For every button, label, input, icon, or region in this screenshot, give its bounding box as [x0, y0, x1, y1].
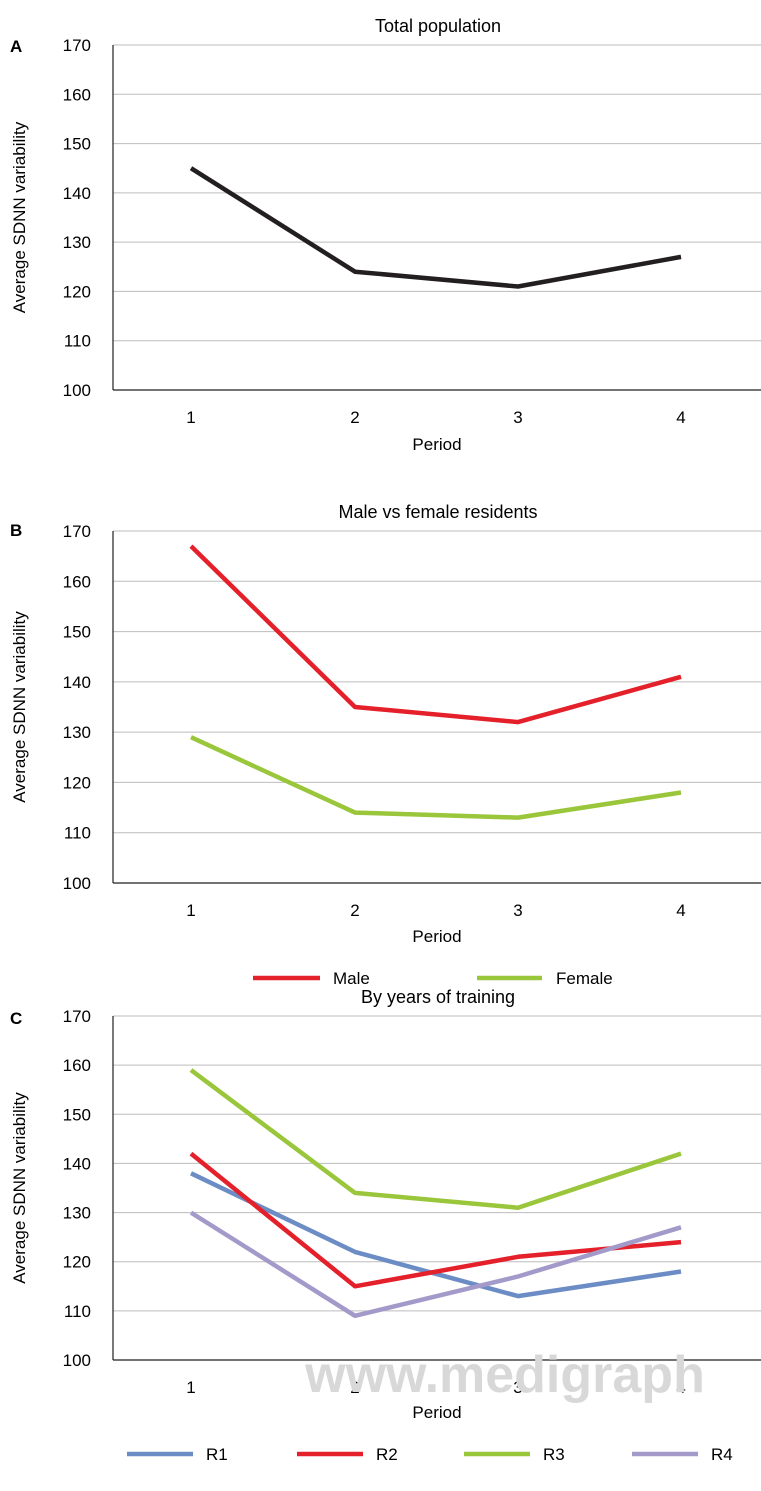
y-tick-label: 170: [63, 522, 91, 541]
y-tick-label: 140: [63, 1154, 91, 1173]
chart-title: Male vs female residents: [338, 502, 537, 522]
y-tick-label: 150: [63, 135, 91, 154]
x-tick-label: 1: [186, 408, 195, 427]
x-tick-label: 4: [676, 408, 685, 427]
x-tick-label: 1: [186, 1378, 195, 1397]
y-tick-label: 140: [63, 673, 91, 692]
legend-label: Male: [333, 969, 370, 988]
panel-letter: C: [10, 1009, 22, 1028]
x-tick-label: 3: [513, 901, 522, 920]
watermark-text: www.medigraph: [304, 1346, 705, 1404]
series-line-male: [189, 544, 682, 725]
y-tick-label: 120: [63, 282, 91, 301]
legend-label: Female: [556, 969, 613, 988]
panel-letter: A: [10, 37, 22, 56]
y-tick-label: 110: [64, 824, 91, 843]
x-axis-label: Period: [412, 1403, 461, 1422]
y-tick-label: 140: [63, 184, 91, 203]
chart-title: Total population: [375, 16, 501, 36]
series-line-female: [190, 735, 682, 820]
y-tick-label: 150: [63, 623, 91, 642]
y-tick-label: 100: [63, 1351, 91, 1370]
series-line-r2: [189, 1151, 682, 1289]
legend-label: R1: [206, 1445, 228, 1464]
series-line-r1: [190, 1171, 682, 1299]
x-tick-label: 2: [350, 901, 359, 920]
x-axis-label: Period: [412, 435, 461, 454]
y-tick-label: 150: [63, 1105, 91, 1124]
y-tick-label: 160: [63, 1056, 91, 1075]
x-tick-label: 1: [186, 901, 195, 920]
legend-label: R3: [543, 1445, 565, 1464]
legend-label: R4: [711, 1445, 733, 1464]
y-tick-label: 110: [64, 1302, 91, 1321]
y-tick-label: 170: [63, 36, 91, 55]
y-tick-label: 130: [63, 1204, 91, 1223]
x-tick-label: 3: [513, 1378, 522, 1397]
panel-letter: B: [10, 521, 22, 540]
y-tick-label: 160: [63, 572, 91, 591]
y-tick-label: 100: [63, 874, 91, 893]
y-tick-label: 170: [63, 1007, 91, 1026]
y-axis-label: Average SDNN variability: [10, 121, 29, 313]
series-line-r4: [189, 1210, 682, 1319]
x-tick-label: 2: [350, 408, 359, 427]
y-tick-label: 120: [63, 1253, 91, 1272]
y-tick-label: 160: [63, 85, 91, 104]
series-line-r3: [189, 1068, 682, 1210]
y-tick-label: 130: [63, 233, 91, 252]
y-tick-label: 110: [64, 332, 91, 351]
x-axis-label: Period: [412, 927, 461, 946]
x-tick-label: 2: [350, 1378, 359, 1397]
y-tick-label: 100: [63, 381, 91, 400]
legend-label: R2: [376, 1445, 398, 1464]
x-tick-label: 4: [676, 1378, 685, 1397]
y-tick-label: 120: [63, 773, 91, 792]
x-tick-label: 4: [676, 901, 685, 920]
series-line-total: [189, 166, 682, 289]
chart-title: By years of training: [361, 987, 515, 1007]
y-axis-label: Average SDNN variability: [10, 611, 29, 803]
y-tick-label: 130: [63, 723, 91, 742]
x-tick-label: 3: [513, 408, 522, 427]
y-axis-label: Average SDNN variability: [10, 1092, 29, 1284]
